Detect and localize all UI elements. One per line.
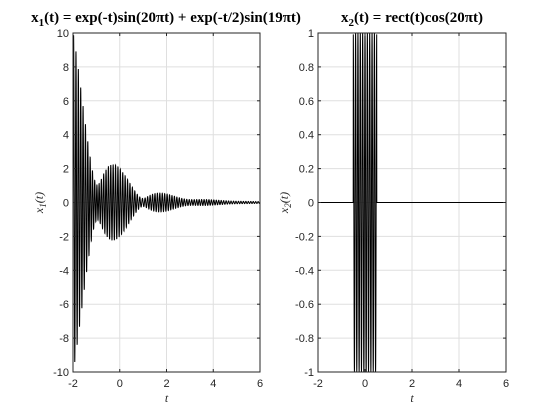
x-tick-label: -2 — [313, 378, 323, 390]
y-tick-label: -4 — [59, 265, 69, 277]
x-tick-label: 4 — [456, 378, 462, 390]
x-tick-label: 2 — [163, 378, 169, 390]
y-tick-label: -2 — [59, 231, 69, 243]
y-tick-label: -6 — [59, 299, 69, 311]
x-tick-label: 6 — [257, 378, 263, 390]
series-line — [73, 35, 260, 363]
y-tick-label: -0.2 — [295, 231, 314, 243]
y-tick-label: 0 — [308, 198, 314, 210]
x-tick-label: 0 — [117, 378, 123, 390]
y-tick-label: -10 — [53, 367, 69, 379]
y-tick-label: 6 — [63, 96, 69, 108]
y-axis-label: x2(t) — [277, 192, 293, 214]
y-tick-label: 0.4 — [299, 130, 314, 142]
y-tick-label: -0.6 — [295, 299, 314, 311]
y-tick-label: -0.4 — [295, 265, 314, 277]
y-tick-label: 0.2 — [299, 164, 314, 176]
y-tick-label: 8 — [63, 62, 69, 74]
y-tick-label: -8 — [59, 333, 69, 345]
y-tick-label: -0.8 — [295, 333, 314, 345]
y-tick-label: 4 — [63, 130, 69, 142]
y-tick-label: 1 — [308, 28, 314, 40]
x-axis-label: t — [410, 391, 414, 405]
y-tick-label: 0.6 — [299, 96, 314, 108]
x-tick-label: 2 — [409, 378, 415, 390]
y-tick-label: 0.8 — [299, 62, 314, 74]
y-tick-label: -1 — [304, 367, 314, 379]
x-tick-label: -2 — [68, 378, 78, 390]
y-tick-label: 0 — [63, 198, 69, 210]
chart-title: x2(t) = rect(t)cos(20πt) — [341, 10, 483, 29]
x-tick-label: 0 — [362, 378, 368, 390]
chart-x2: -2 0 2 4 6 1 0.8 0.6 0.4 0.2 0 -0.2 -0.4 -0.6 -0.8 -1 t x… — [277, 10, 509, 405]
chart-x1: -2 0 2 4 6 10 8 6 4 2 0 -2 -4 -6 -8 -10 t x1(t) x1(t) = ex… — [31, 10, 301, 405]
y-tick-label: 10 — [57, 28, 69, 40]
series-line — [318, 33, 506, 372]
x-tick-label: 4 — [210, 378, 216, 390]
chart-title: x1(t) = exp(-t)sin(20πt) + exp(-t/2)sin(… — [31, 10, 301, 29]
y-tick-label: 2 — [63, 164, 69, 176]
x-tick-label: 6 — [503, 378, 509, 390]
x-axis-label: t — [165, 391, 169, 405]
y-axis-label: x1(t) — [32, 192, 48, 214]
